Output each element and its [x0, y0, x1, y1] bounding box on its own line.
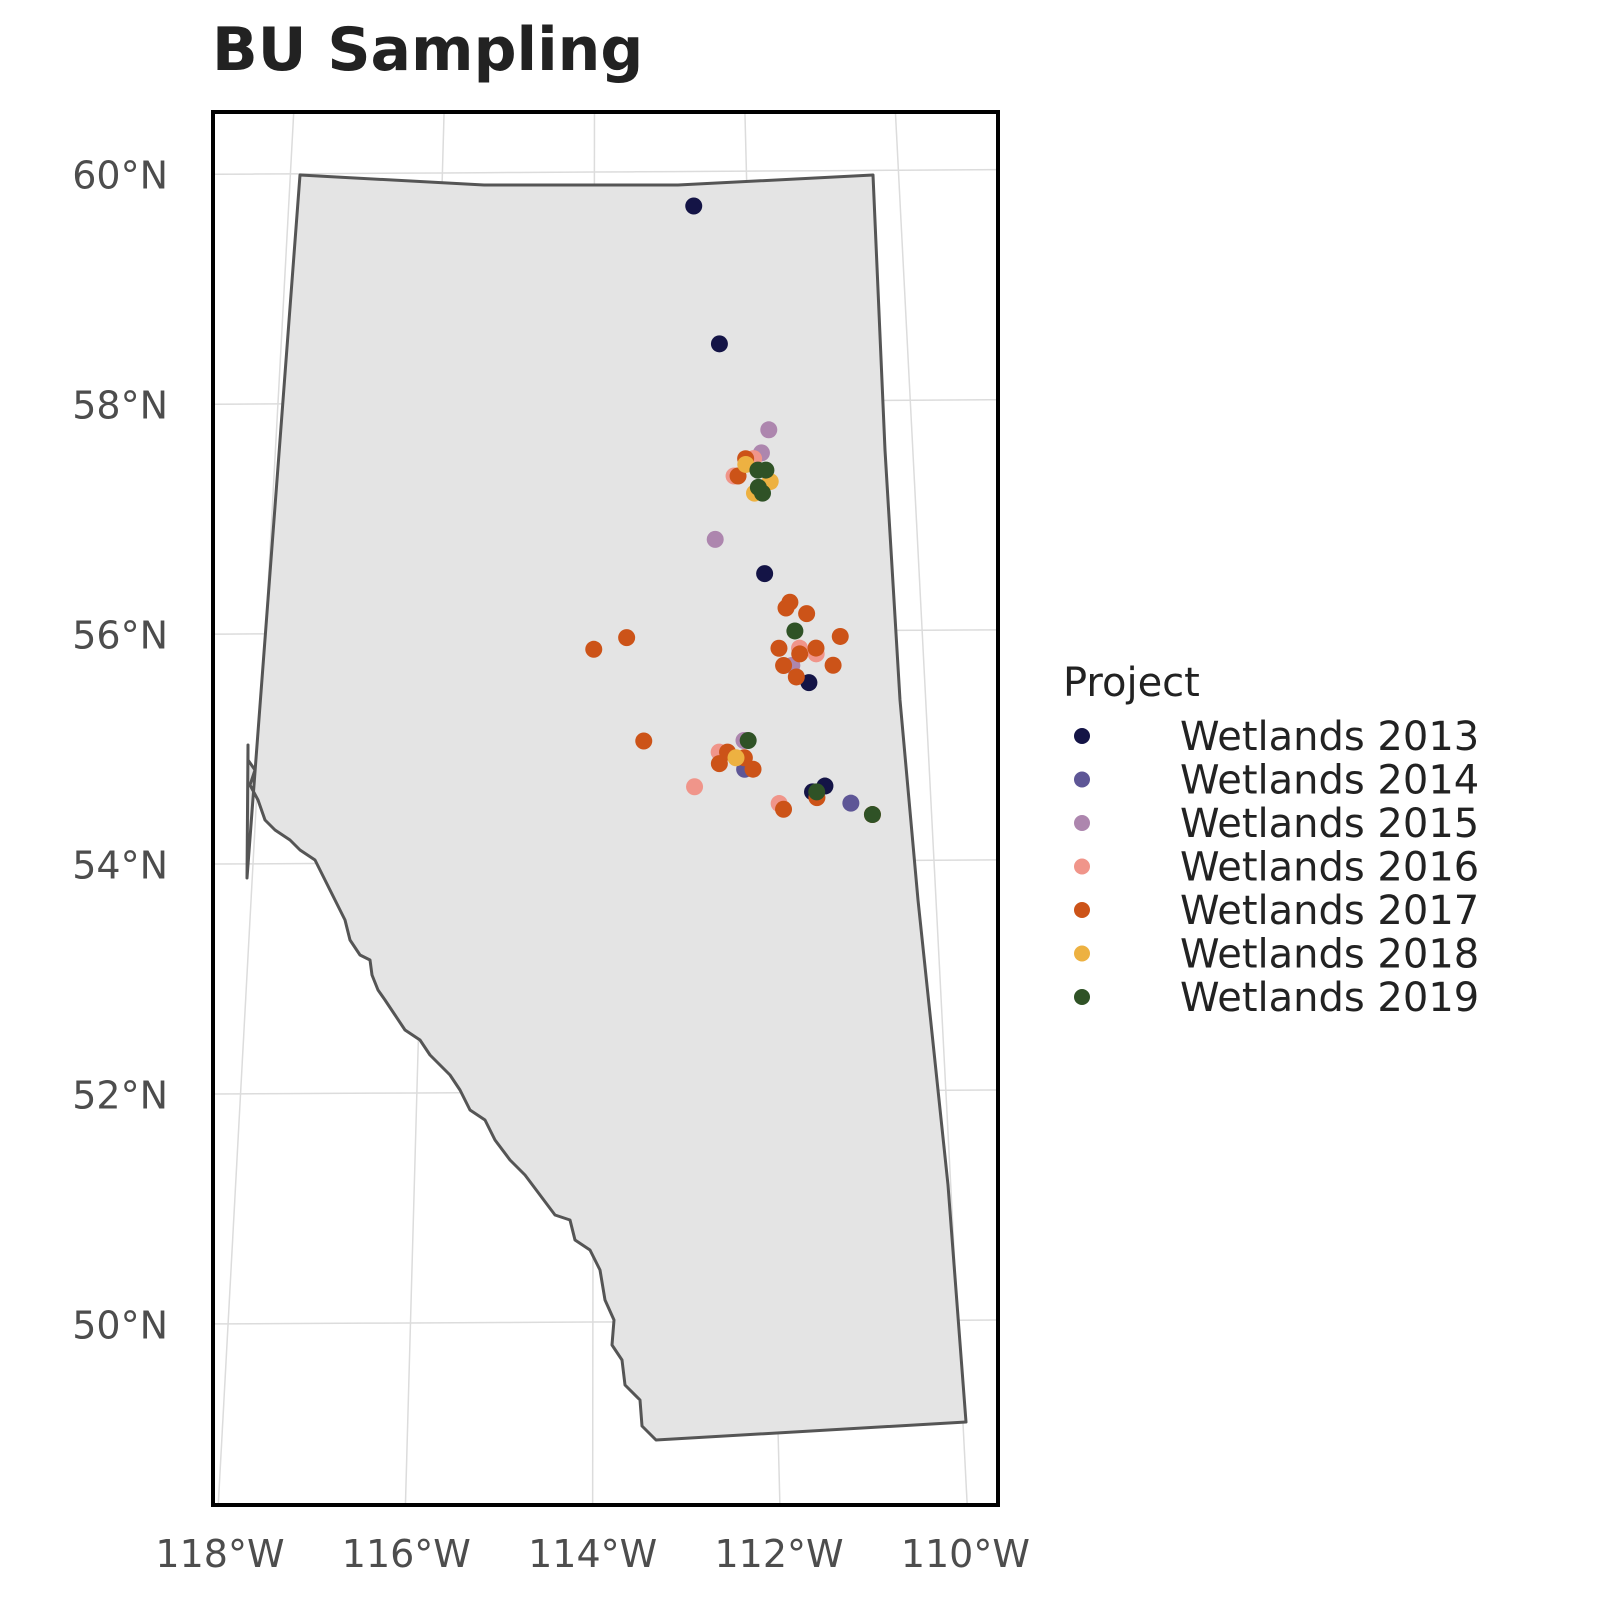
sample-point	[635, 732, 653, 750]
legend-key	[1074, 858, 1090, 875]
longitude-tick-label: 112°W	[714, 1532, 843, 1576]
map-title: BU Sampling	[212, 15, 643, 85]
sample-point	[842, 794, 860, 812]
sample-point	[618, 629, 636, 647]
legend-title: Project	[1063, 660, 1200, 706]
graticule-meridian	[217, 112, 295, 1505]
latitude-tick-label: 58°N	[72, 384, 168, 428]
legend-key	[1074, 902, 1090, 918]
latitude-tick-label: 60°N	[72, 154, 168, 198]
sample-point	[786, 622, 804, 640]
sample-point	[706, 530, 724, 548]
legend-key	[1074, 989, 1090, 1005]
sample-point	[775, 800, 793, 818]
sample-point	[770, 639, 788, 657]
graticule-parallel	[213, 168, 998, 176]
legend-key	[1074, 815, 1090, 831]
legend-label: Wetlands 2015	[1180, 801, 1479, 847]
graticule-meridian	[1041, 54, 1167, 1600]
legend-label: Wetlands 2018	[1180, 932, 1479, 978]
sample-point	[808, 783, 826, 801]
sample-point	[824, 656, 842, 674]
sample-point	[831, 627, 849, 645]
alberta-province-outline	[245, 173, 968, 1442]
longitude-tick-label: 118°W	[155, 1532, 284, 1576]
sample-point	[710, 335, 728, 353]
sample-point	[686, 778, 704, 796]
latitude-tick-label: 50°N	[72, 1304, 168, 1348]
sampling-points	[585, 197, 881, 824]
sample-point	[787, 668, 805, 686]
sample-point	[757, 461, 775, 479]
legend-label: Wetlands 2017	[1180, 888, 1479, 934]
longitude-tick-label: 116°W	[342, 1532, 471, 1576]
legend-label: Wetlands 2019	[1180, 975, 1479, 1021]
sample-point	[807, 639, 825, 657]
graticule-meridian	[18, 60, 148, 1600]
longitude-tick-labels: 118°W 116°W 114°W 112°W 110°W	[155, 1532, 1030, 1576]
legend-key	[1074, 945, 1090, 962]
sample-point	[775, 657, 793, 675]
legend-key	[1074, 728, 1090, 744]
legend-key	[1074, 771, 1090, 788]
latitude-tick-label: 52°N	[72, 1074, 168, 1118]
map-panel-border	[211, 110, 1000, 1507]
latitude-tick-label: 56°N	[72, 614, 168, 658]
sample-point	[756, 565, 774, 583]
latitude-tick-labels: 60°N 58°N 56°N 54°N 52°N 50°N	[72, 154, 168, 1348]
sample-point	[791, 645, 809, 663]
latitude-tick-label: 54°N	[72, 844, 168, 888]
sample-point	[727, 749, 745, 767]
sample-point	[798, 605, 816, 623]
legend-label: Wetlands 2016	[1180, 845, 1479, 891]
sample-point	[744, 760, 762, 778]
sample-point	[777, 599, 795, 617]
sample-point	[754, 484, 772, 502]
longitude-tick-label: 110°W	[901, 1532, 1030, 1576]
legend-label: Wetlands 2013	[1180, 714, 1479, 760]
legend-label: Wetlands 2014	[1180, 758, 1479, 804]
sample-point	[585, 640, 603, 658]
sample-point	[685, 197, 703, 215]
sample-point	[760, 421, 778, 439]
longitude-tick-label: 114°W	[528, 1532, 657, 1576]
sample-point	[739, 731, 757, 749]
sample-point	[863, 806, 881, 824]
